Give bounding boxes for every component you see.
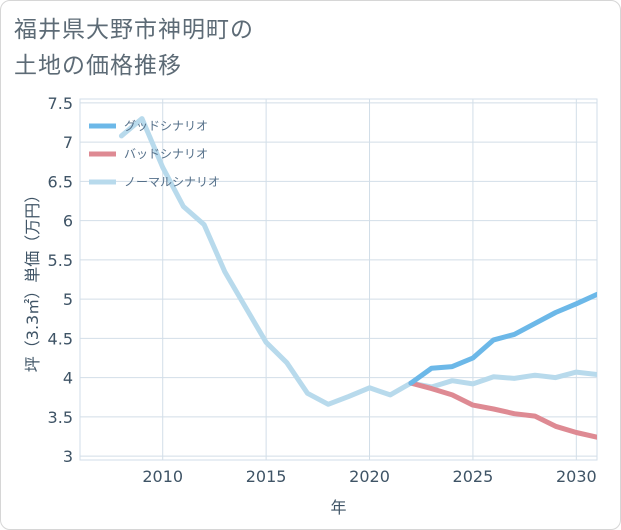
y-axis-label: 坪（3.3㎡）単価（万円） — [23, 187, 42, 372]
x-axis-label: 年 — [330, 498, 346, 517]
y-tick-label: 7.5 — [48, 94, 73, 113]
y-tick-label: 7 — [63, 133, 73, 152]
y-tick-label: 6 — [63, 212, 73, 231]
series-line-2 — [118, 116, 597, 407]
y-tick-label: 5.5 — [48, 251, 73, 270]
title-line-1: 福井県大野市神明町の — [14, 17, 254, 43]
series-line-1 — [408, 380, 597, 440]
plot-area — [79, 98, 598, 461]
legend-label-1: バッドシナリオ — [124, 147, 208, 161]
x-tick-label: 2030 — [556, 467, 597, 486]
y-tick-label: 3.5 — [48, 408, 73, 427]
chart-title: 福井県大野市神明町の 土地の価格推移 — [14, 12, 414, 84]
y-tick-label: 4 — [63, 369, 73, 388]
y-tick-label: 5 — [63, 290, 73, 309]
y-tick-label: 4.5 — [48, 329, 73, 348]
x-tick-label: 2015 — [246, 467, 287, 486]
y-tick-label: 3 — [63, 447, 73, 466]
x-tick-label: 2025 — [453, 467, 494, 486]
legend-label-0: グッドシナリオ — [124, 119, 208, 133]
series-lines — [118, 116, 597, 440]
series-line-0 — [408, 291, 597, 386]
title-line-2: 土地の価格推移 — [14, 53, 182, 79]
grid-lines — [79, 98, 598, 461]
x-tick-label: 2010 — [142, 467, 183, 486]
legend-label-2: ノーマルシナリオ — [124, 175, 220, 189]
y-tick-label: 6.5 — [48, 172, 73, 191]
tick-labels: 3 3.5 4 4.5 5 5.5 6 6.5 7 7.5 2010 2015 2020 2025 2030 — [48, 94, 597, 486]
x-tick-label: 2020 — [349, 467, 390, 486]
